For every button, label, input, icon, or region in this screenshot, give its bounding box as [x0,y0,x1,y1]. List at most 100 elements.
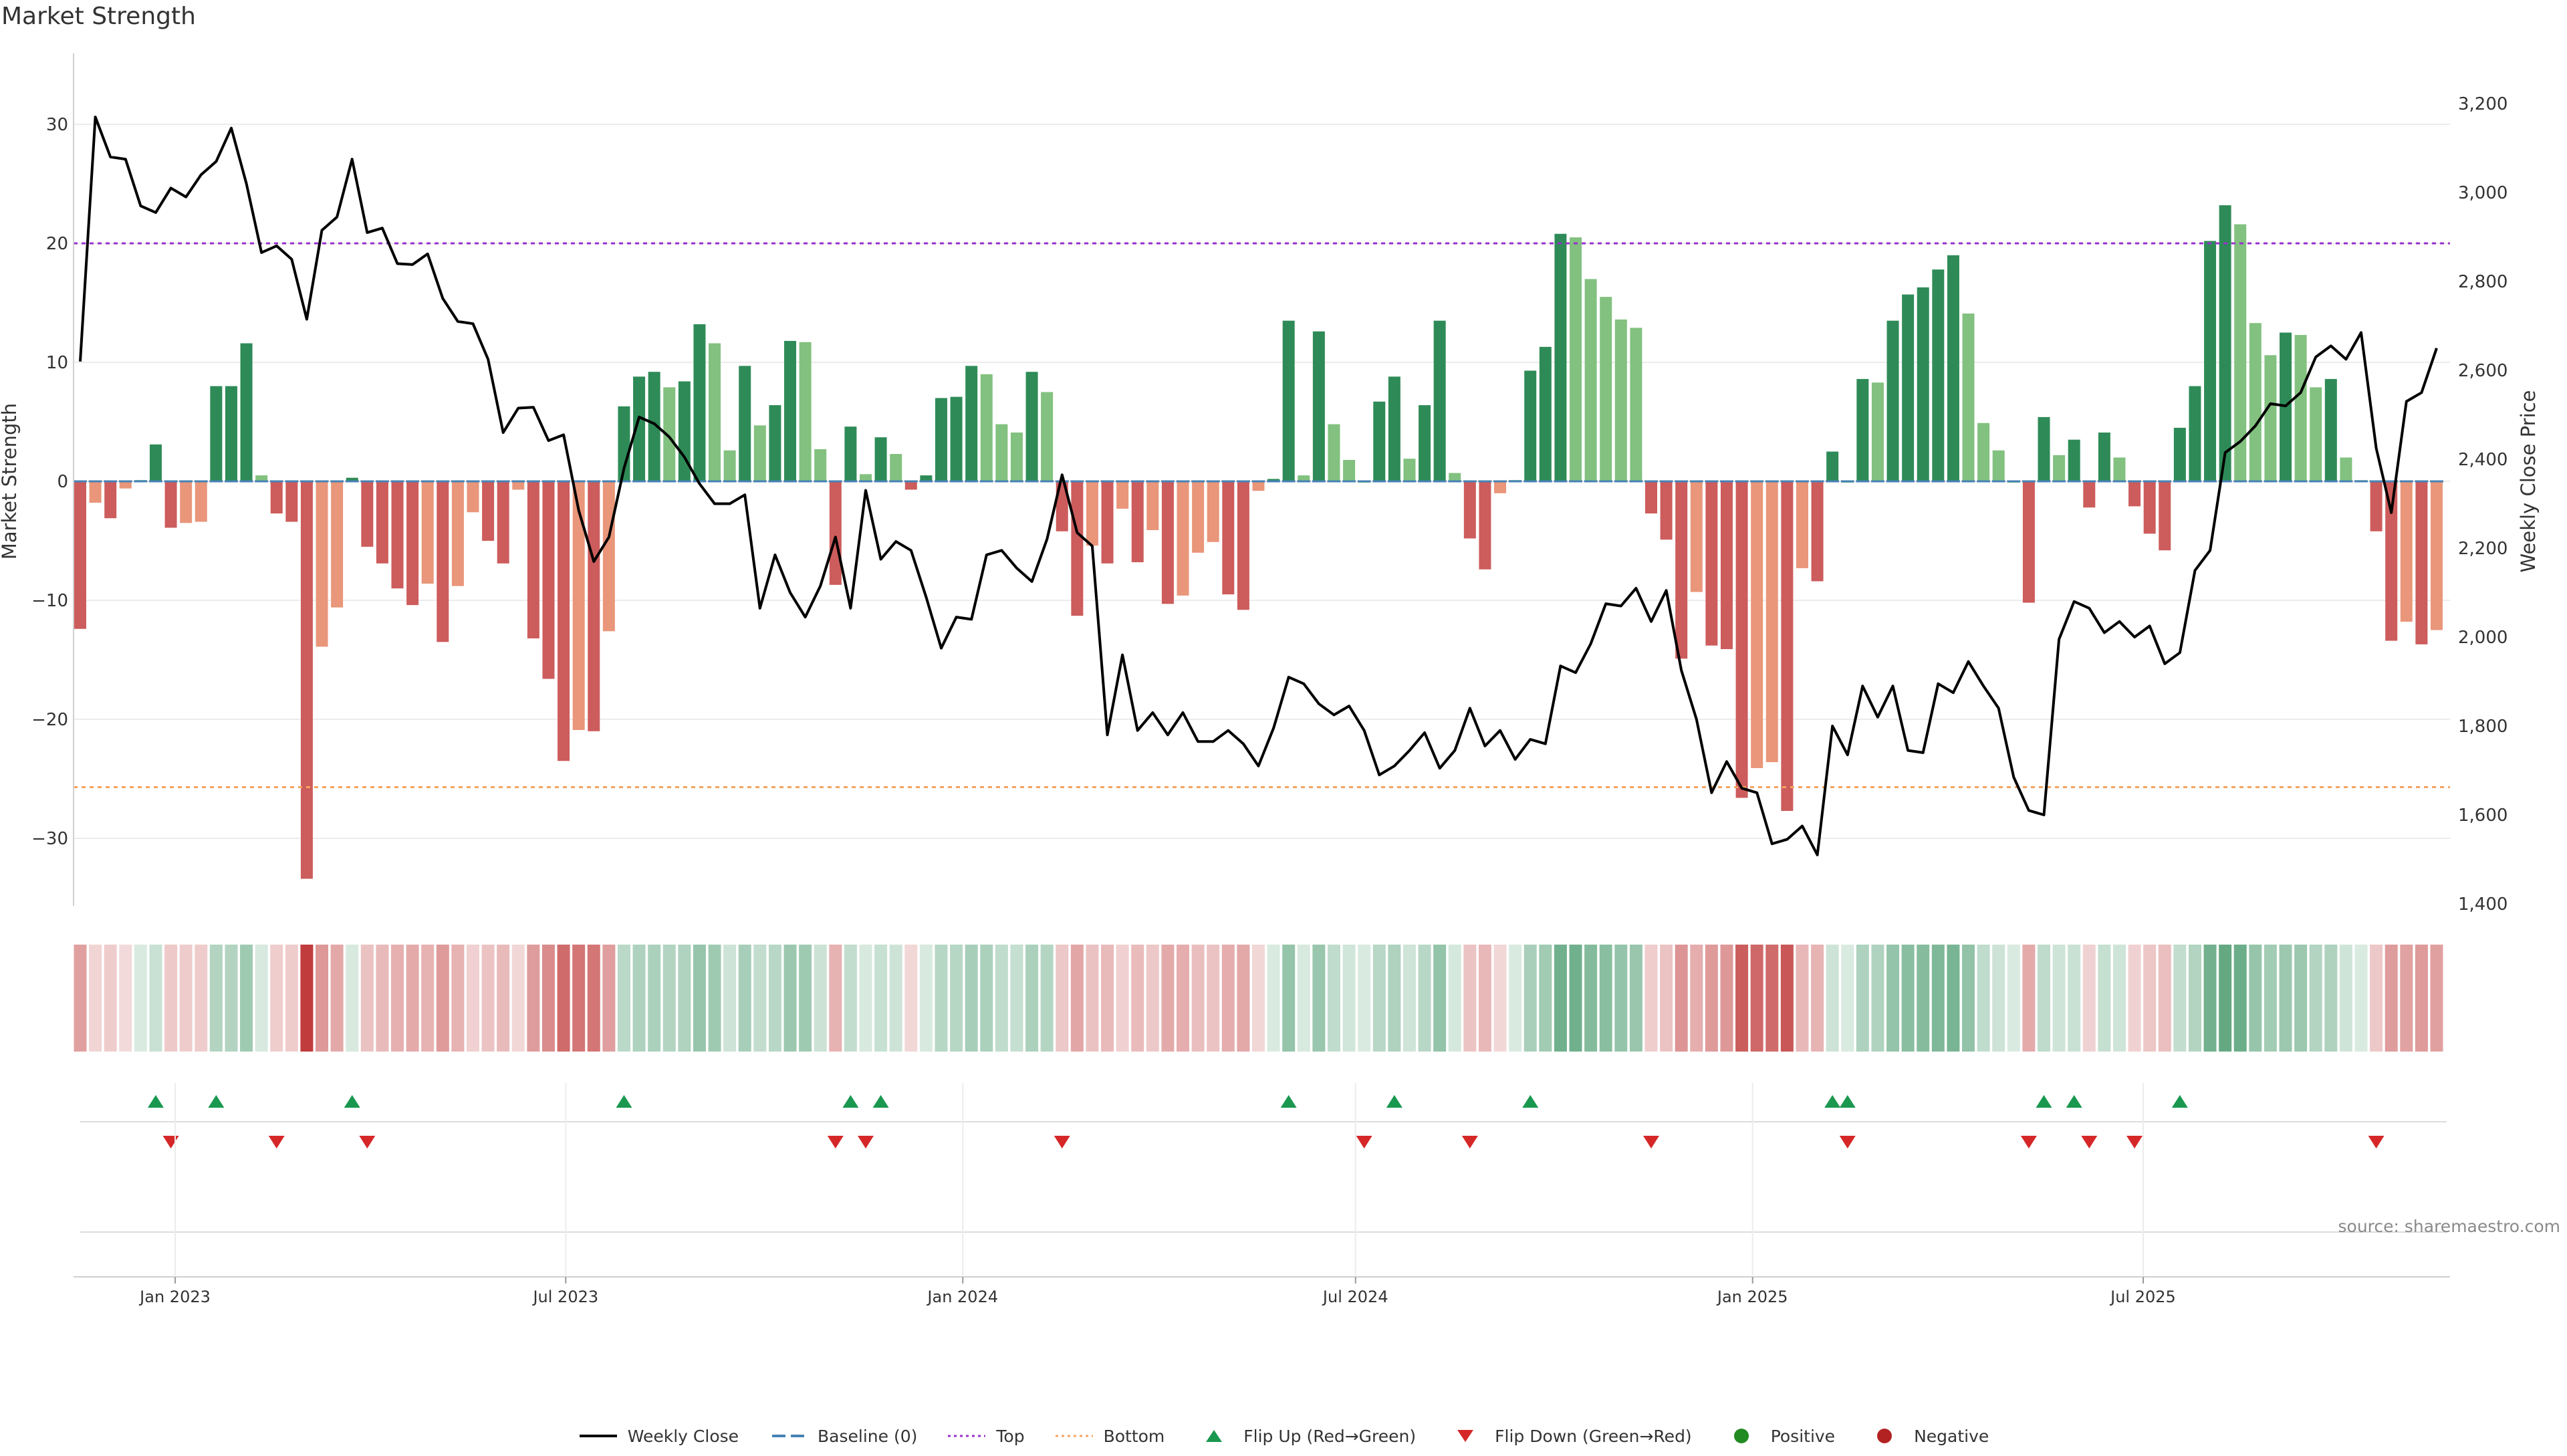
x-tick-label: Jul 2025 [2109,1288,2176,1306]
heat-cell [2007,945,2020,1052]
strength-bar [2324,378,2337,481]
strength-bar [920,475,933,481]
strength-bar [1388,376,1400,481]
heat-cell [1342,945,1356,1052]
strength-bar [195,481,207,522]
heat-cell [2385,945,2398,1052]
flip-down-marker [1643,1136,1659,1148]
strength-bar [497,481,509,564]
heat-cell [1056,945,1069,1052]
strength-bar [2294,335,2307,481]
heat-cell [330,945,344,1052]
heat-cell [406,945,419,1052]
heat-cell [1191,945,1205,1052]
heat-cell [1720,945,1733,1052]
flip-down-marker [359,1136,376,1148]
flip-down-marker [268,1136,285,1148]
flip-down-marker [827,1136,844,1148]
strength-bar [814,449,827,481]
axes: 30 20 10 0 −10 −20 −30 3,200 3,000 2,800 2,600 2,40… [0,53,2540,915]
heat-cell [421,945,435,1052]
heat-cell [497,945,510,1052]
heat-cell [195,945,208,1052]
strength-bar [799,342,812,481]
heat-cell [1509,945,1522,1052]
heat-cell [889,945,902,1052]
heat-cell [1101,945,1114,1052]
flip-up-marker [2066,1095,2082,1108]
heat-cell [104,945,117,1052]
heat-cell [1463,945,1477,1052]
strength-bar [1871,382,1884,481]
heat-cell [481,945,495,1052]
heat-cell [1010,945,1023,1052]
heat-cell [1539,945,1552,1052]
heat-cell [376,945,389,1052]
heat-cell [2158,945,2171,1052]
flip-up-marker [2036,1095,2052,1108]
heat-cell [511,945,525,1052]
strength-bar [844,427,857,481]
y-tick-label: −10 [31,591,68,611]
heat-cell [1992,945,2005,1052]
heat-cell [919,945,933,1052]
strength-bar [1796,481,1808,568]
y-tick-label: 20 [46,234,68,254]
heat-cell [1962,945,1975,1052]
strength-bar [1056,481,1068,531]
heat-cell [1025,945,1039,1052]
heat-cell [1358,945,1371,1052]
flip-down-marker [858,1136,874,1148]
strength-bar [437,481,449,642]
strength-bar [829,481,842,585]
strength-bar [1131,481,1144,563]
strength-bar [2022,481,2035,603]
heat-cell [2098,945,2111,1052]
flip-up-marker [2171,1095,2188,1108]
x-tick-label: Jul 2024 [1322,1288,1388,1306]
heat-cell [1614,945,1628,1052]
heat-cell [783,945,797,1052]
strength-bar [1010,433,1023,481]
x-axis: Jan 2023 Jul 2023 Jan 2024 Jul 2024 Jan 2025… [74,1083,2450,1306]
strength-bar [421,481,434,584]
heat-cell [1086,945,1099,1052]
heat-cell [1388,945,1401,1052]
strength-bar [769,405,781,481]
heat-cell [648,945,661,1052]
strength-bar [2264,355,2277,481]
heat-cell [1523,945,1537,1052]
heat-cell [904,945,918,1052]
strength-bar [512,481,525,490]
legend-item-weekly-close: Weekly Close [578,1427,739,1446]
heat-cell [662,945,676,1052]
legend-item-flip-down: Flip Down (Green→Red) [1445,1427,1692,1446]
flip-up-marker [1824,1095,1841,1108]
flip-up-marker [344,1095,360,1108]
heat-cell [602,945,616,1052]
heat-cell [859,945,872,1052]
x-tick-label: Jan 2025 [1716,1288,1788,1306]
strength-bar [1025,372,1038,481]
strength-bar [482,481,495,541]
heat-cell [391,945,404,1052]
strength-bar [149,444,162,481]
flip-up-marker [1522,1095,1539,1108]
strength-bar [709,343,721,481]
heat-cell [285,945,298,1052]
strength-bar [1932,269,1945,481]
heat-cell [1161,945,1175,1052]
heat-cell [799,945,812,1052]
y-tick-label: 30 [46,115,68,135]
heat-cell [2143,945,2157,1052]
heat-cell [829,945,842,1052]
strength-bar [285,481,298,522]
heat-cell [1267,945,1280,1052]
heat-cell [1040,945,1054,1052]
strength-bar [1146,481,1159,530]
strength-bar [2068,439,2080,481]
heat-cell [950,945,963,1052]
flip-down-marker [2126,1136,2143,1148]
heat-cell [209,945,223,1052]
strength-bar [2053,455,2066,481]
